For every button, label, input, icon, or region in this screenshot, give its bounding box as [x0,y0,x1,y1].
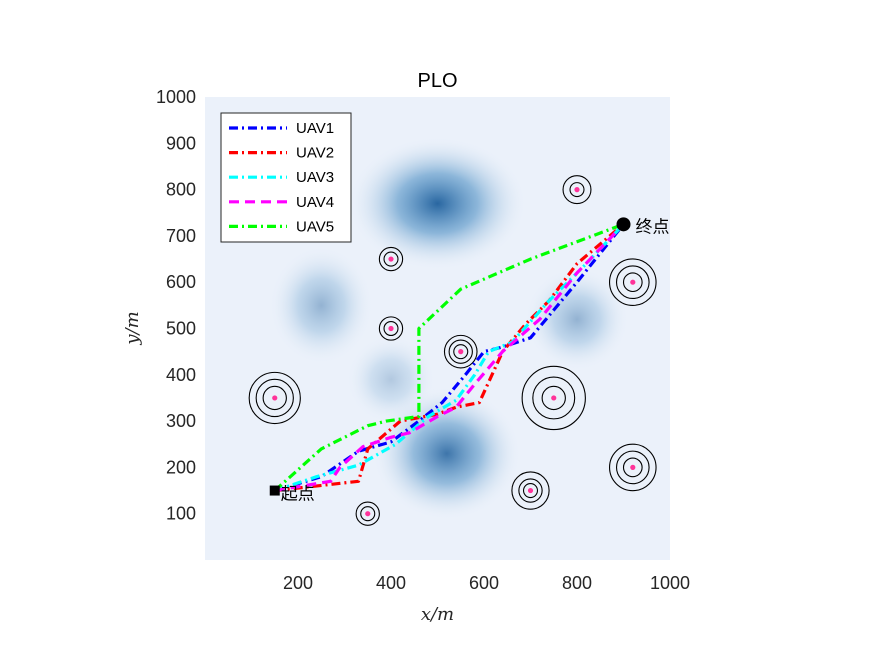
threat-ring [448,339,473,364]
threat-center [574,187,580,193]
terrain-heatmap [269,136,630,521]
series-line-uav2 [274,223,625,493]
end-marker [616,217,631,232]
threat-ring [378,316,404,341]
terrain-peak [524,267,630,372]
threat-zone [355,501,380,526]
threat-center [272,395,278,401]
threat-center [388,325,394,332]
y-axis-label: y/m [122,311,143,345]
terrain-peak [372,386,522,521]
series-line-uav4 [274,223,625,493]
threat-ring [443,334,478,369]
threat-zone [511,471,550,510]
threat-ring [532,376,576,420]
legend-label: UAV4 [296,194,334,211]
threat-ring [562,175,592,205]
start-label: 起点 [281,485,315,505]
threat-ring [518,478,543,503]
series-line-uav3 [274,223,625,493]
threat-ring [511,471,550,510]
threat-center [630,279,636,285]
threat-ring [453,344,469,360]
threat-center [551,395,557,401]
legend-label: UAV2 [296,145,334,162]
x-tick-labels: 200 400 600 800 1000 [283,573,690,593]
threat-ring [622,272,643,293]
legend-label: UAV5 [296,218,334,235]
legend-item-uav1: UAV1 [229,120,334,137]
threat-center [365,511,371,517]
terrain-peak [346,334,436,424]
series-line-uav5 [273,222,625,492]
legend-item-uav2: UAV2 [229,145,334,162]
y-tick-labels: 100 200 300 400 500 600 700 800 900 1000 [156,87,196,524]
start-marker [269,485,280,496]
threat-zone [562,175,592,205]
threat-ring [360,506,376,522]
terrain-peak [348,136,527,271]
threat-zone [608,443,657,492]
threat-center [527,487,534,494]
threat-zone [521,365,586,431]
y-tick-label: 500 [166,319,196,339]
threat-zone [378,316,404,341]
y-tick-label: 300 [166,411,196,431]
y-tick-label: 400 [166,365,196,385]
threat-ring [383,251,399,267]
legend-item-uav4: UAV4 [229,194,334,211]
terrain-peak [269,246,374,365]
legend-item-uav3: UAV3 [229,169,334,186]
legend: UAV1 UAV2 UAV3 UAV4 UAV5 [220,112,352,243]
threat-ring [383,320,399,337]
y-tick-label: 900 [166,133,196,153]
legend-label: UAV3 [296,169,334,186]
threat-ring [262,385,287,411]
threat-ring [608,258,657,307]
uav-paths [273,222,625,493]
end-label: 终点 [636,217,670,237]
legend-label: UAV1 [296,120,334,137]
y-tick-label: 200 [166,457,196,477]
y-tick-label: 100 [166,504,196,524]
y-tick-label: 600 [166,272,196,292]
threat-ring [615,265,650,300]
threat-ring [541,385,566,411]
x-tick-label: 1000 [650,573,690,593]
series-line-uav1 [274,223,625,493]
threat-ring [608,443,657,492]
threat-zone [443,334,478,369]
chart-title: PLO [417,70,457,92]
threat-ring [355,501,380,526]
y-tick-label: 1000 [156,87,196,107]
threat-ring [569,182,585,198]
threat-zone [608,258,657,307]
x-tick-label: 800 [562,573,592,593]
threat-ring [255,378,294,418]
plot-area: 起点 终点 [205,97,670,560]
x-axis-label: x/m [421,604,454,625]
x-tick-label: 200 [283,573,313,593]
threat-center [630,464,636,470]
threat-ring [522,483,539,499]
threat-center [458,349,464,355]
threat-ring [622,457,643,478]
y-tick-label: 700 [166,226,196,246]
legend-item-uav5: UAV5 [229,218,334,235]
threat-ring [248,371,301,425]
threat-ring [521,365,586,431]
threat-ring [378,246,404,272]
threat-zone [248,371,301,425]
threat-zone [378,246,404,272]
x-tick-label: 600 [469,573,499,593]
y-tick-label: 800 [166,180,196,200]
threat-center [388,256,394,262]
threat-ring [615,450,650,485]
threat-zones [248,175,657,526]
x-tick-label: 400 [376,573,406,593]
start-end-markers: 起点 终点 [269,217,670,505]
